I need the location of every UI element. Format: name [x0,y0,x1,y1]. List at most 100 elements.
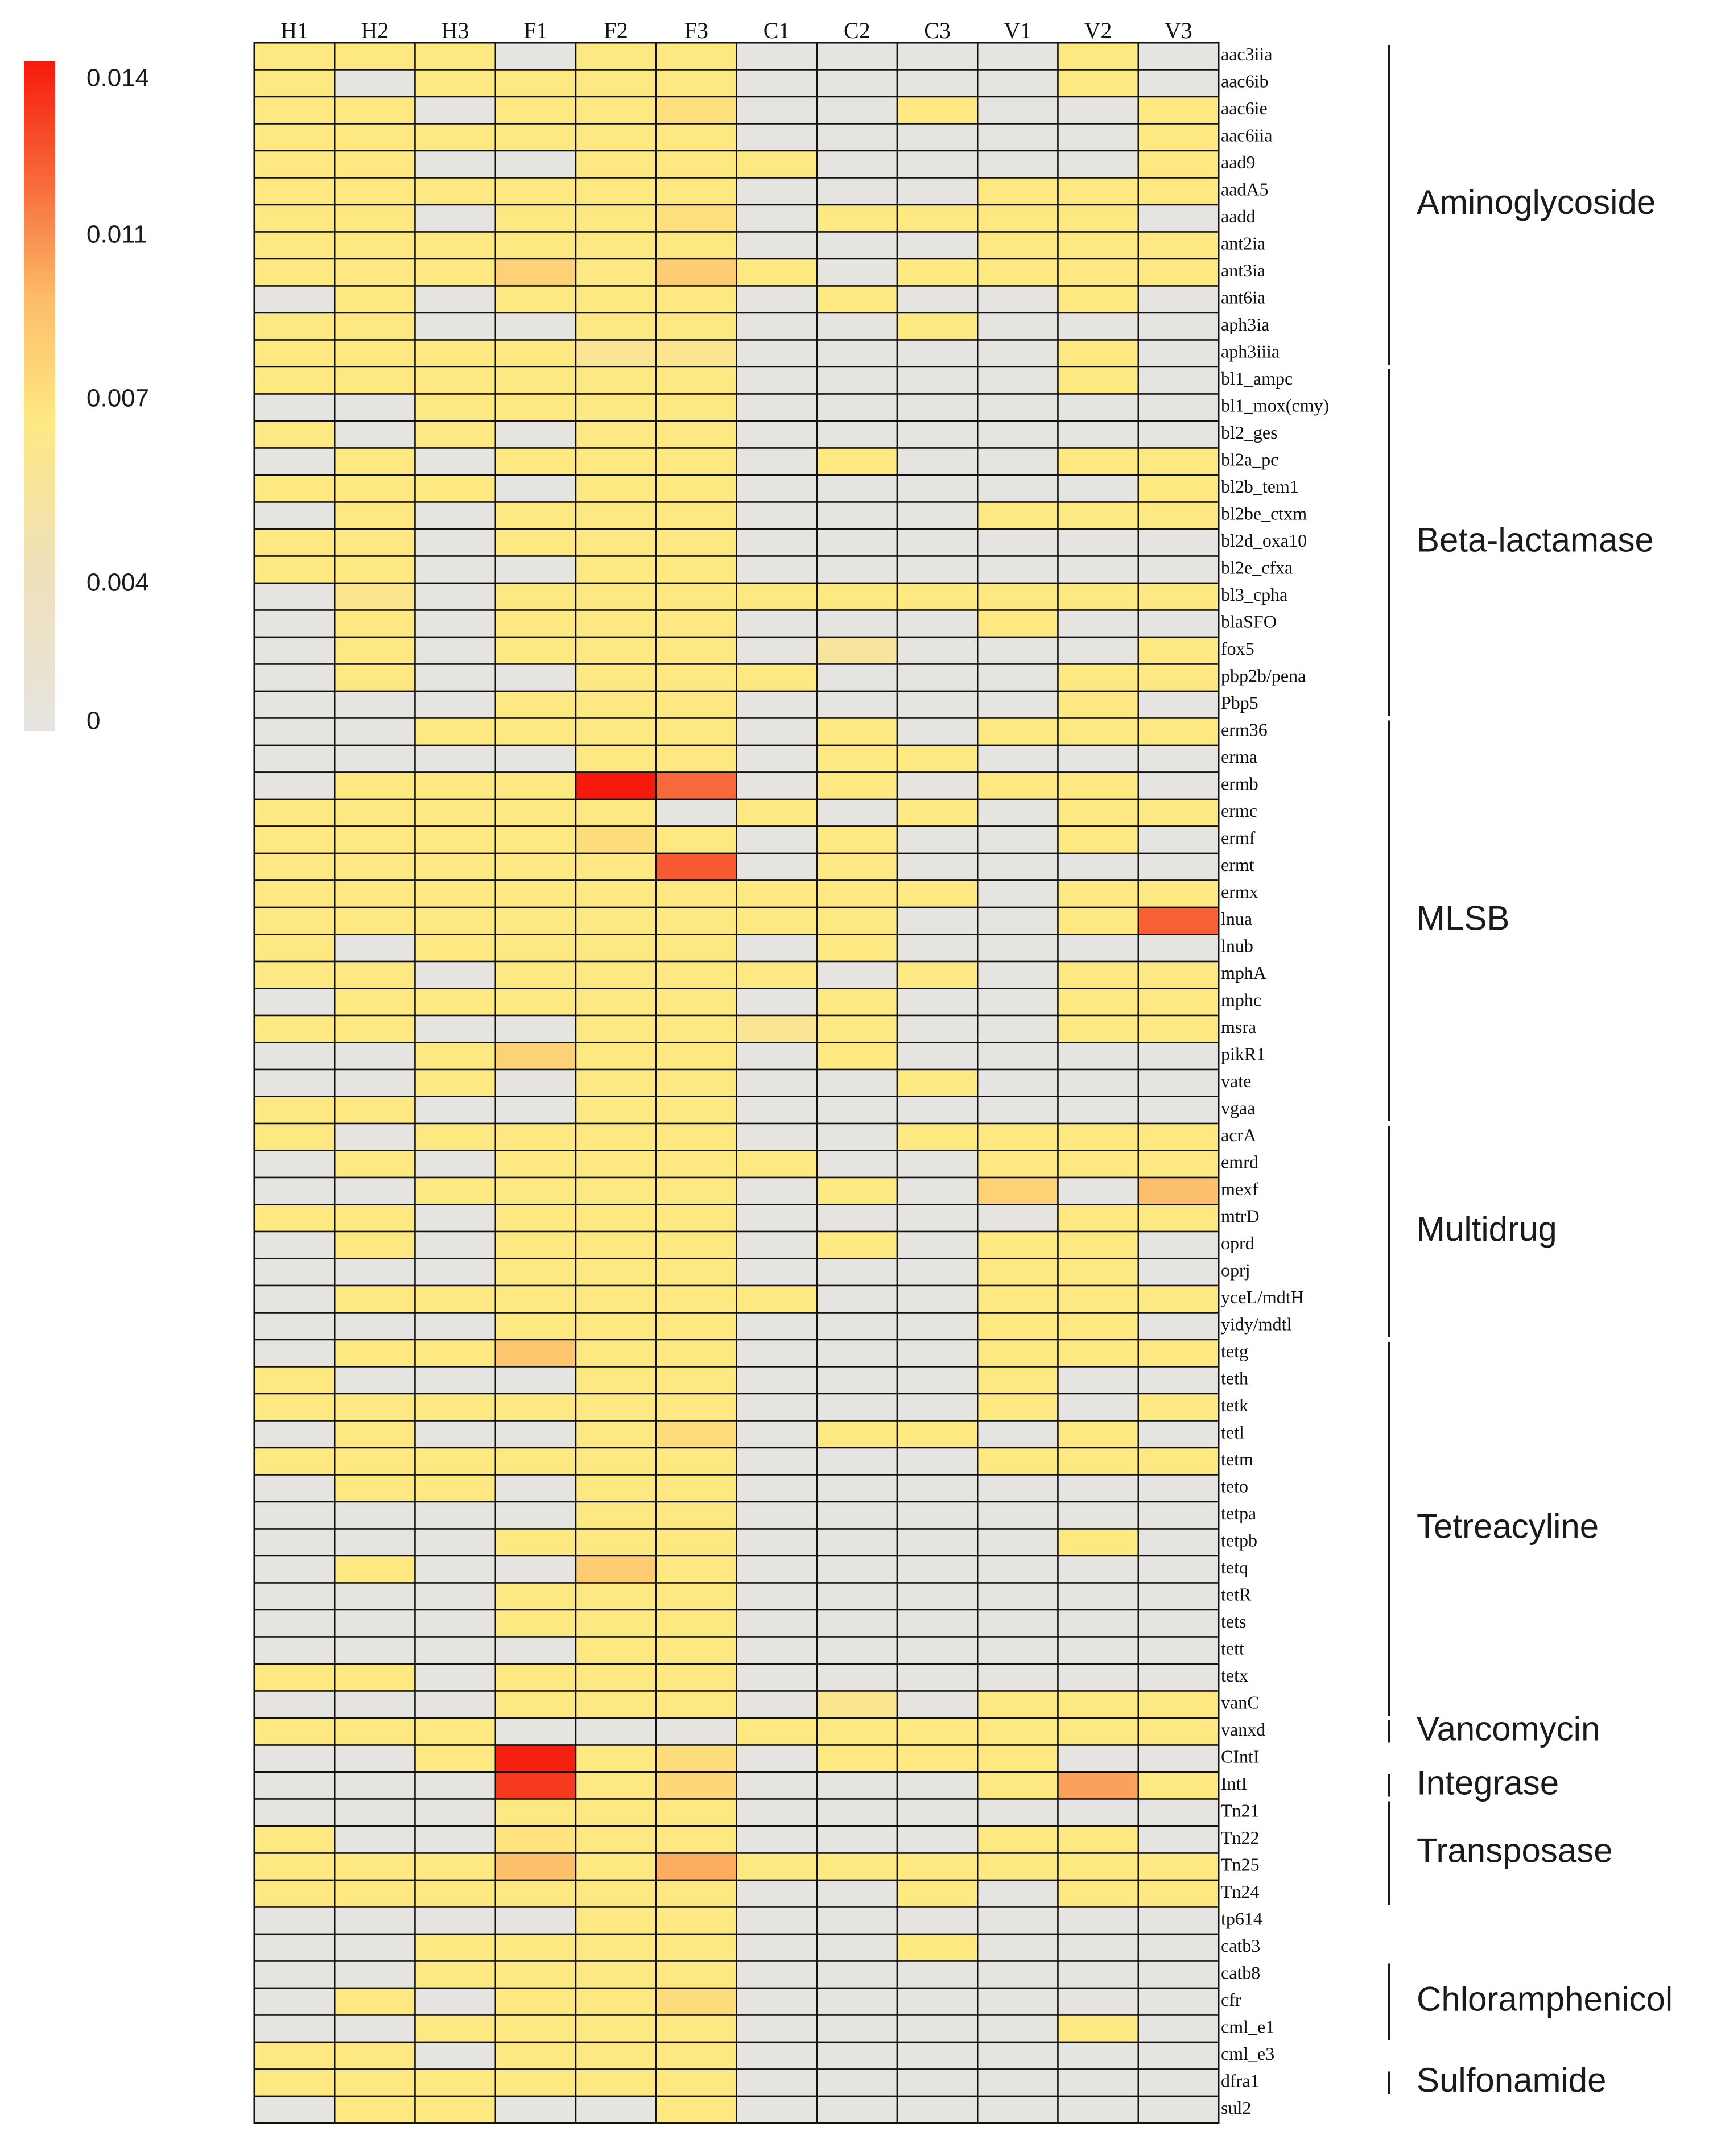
heatmap-cell [414,1690,496,1719]
heatmap-cell [414,1474,496,1503]
heatmap-cell [896,1150,979,1179]
heatmap-cell [1057,312,1139,341]
row-label: emrd [1221,1152,1258,1172]
heatmap-cell [816,393,898,422]
heatmap-cell [1057,1393,1139,1422]
heatmap-cell [736,988,818,1017]
heatmap-cell [816,1096,898,1125]
heatmap-cell [494,1933,577,1962]
heatmap-cell [896,285,979,314]
heatmap-cell [977,1879,1059,1908]
row-label: tetk [1221,1395,1248,1415]
row-label: ermb [1221,774,1258,794]
heatmap-cell [575,312,657,341]
heatmap-cell [414,420,496,449]
heatmap-cell [977,2041,1059,2070]
heatmap-cell [1057,1987,1139,2016]
heatmap-cell [655,150,737,179]
heatmap-cell [253,96,336,125]
heatmap-cell [1057,150,1139,179]
heatmap-cell [253,1771,336,1800]
heatmap-cell [736,771,818,800]
heatmap-cell [736,636,818,665]
heatmap-cell [977,906,1059,935]
heatmap-cell [655,420,737,449]
heatmap-cell [575,555,657,584]
heatmap-cell [1057,393,1139,422]
heatmap-cell [977,366,1059,395]
heatmap-cell [1137,1230,1220,1259]
heatmap-cell [816,690,898,719]
heatmap-cell [494,96,577,125]
heatmap-cells [253,42,1220,2124]
heatmap-cell [575,474,657,503]
heatmap-cell [1137,1987,1220,2016]
heatmap-cell [896,1230,979,1259]
heatmap-cell [253,501,336,530]
heatmap-cell [896,1555,979,1584]
heatmap-cell [334,1042,416,1071]
heatmap-cell [816,2068,898,2097]
heatmap-cell [334,1176,416,1205]
row-label: mphA [1221,963,1266,983]
heatmap-cell [414,42,496,71]
heatmap-cell [1057,1501,1139,1530]
heatmap-cell [575,852,657,881]
heatmap-cell [736,501,818,530]
heatmap-cell [575,1960,657,1989]
heatmap-cell [494,1447,577,1476]
heatmap-cell [977,1933,1059,1962]
heatmap-cell [896,798,979,827]
row-label: teth [1221,1368,1248,1389]
heatmap-cell [816,231,898,260]
heatmap-cell [896,1798,979,1827]
heatmap-cell [1137,1068,1220,1097]
heatmap-cell [816,1339,898,1368]
heatmap-cell [334,312,416,341]
heatmap-cell [414,1150,496,1179]
row-label: ermt [1221,854,1254,875]
heatmap-cell [655,1555,737,1584]
heatmap-cell [494,420,577,449]
heatmap-cell [1137,1960,1220,1989]
heatmap-cell [334,447,416,476]
heatmap-cell [1057,717,1139,746]
heatmap-cell [414,2095,496,2124]
heatmap-cell [334,474,416,503]
heatmap-cell [655,1284,737,1314]
row-label: tetx [1221,1665,1248,1686]
heatmap-cell [334,1420,416,1449]
heatmap-cell [655,2095,737,2124]
heatmap-cell [816,1150,898,1179]
heatmap-cell [655,852,737,881]
heatmap-cell [1057,447,1139,476]
heatmap-cell [334,501,416,530]
heatmap-cell [1057,1420,1139,1449]
heatmap-cell [736,1690,818,1719]
heatmap-cell [816,555,898,584]
heatmap-cell [736,1284,818,1314]
heatmap-cell [253,1690,336,1719]
heatmap-cell [1057,744,1139,773]
heatmap-cell [736,1852,818,1881]
heatmap-cell [414,69,496,98]
heatmap-cell [414,1663,496,1692]
heatmap-cell [253,1906,336,1935]
heatmap-cell [494,1176,577,1205]
heatmap-cell [655,934,737,963]
heatmap-cell [253,1555,336,1584]
heatmap-cell [334,1312,416,1341]
heatmap-cell [575,42,657,71]
heatmap-cell [736,906,818,935]
heatmap-cell [253,1798,336,1827]
heatmap-cell [736,1798,818,1827]
heatmap-cell [736,177,818,206]
heatmap-cell [1137,366,1220,395]
heatmap-cell [977,1068,1059,1097]
heatmap-cell [977,1825,1059,1854]
heatmap-cell [1137,555,1220,584]
heatmap-cell [896,1690,979,1719]
heatmap-cell [1057,204,1139,233]
heatmap-cell [253,852,336,881]
heatmap-cell [575,447,657,476]
